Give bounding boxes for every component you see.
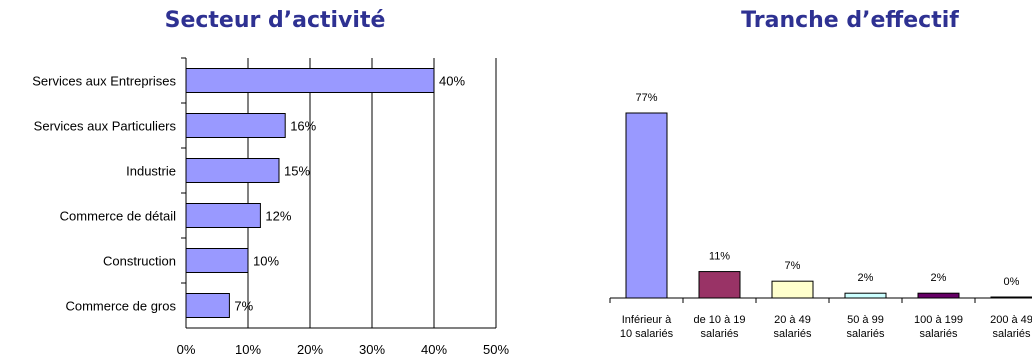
category-label: Industrie: [126, 164, 176, 179]
category-label: Commerce de détail: [60, 209, 176, 224]
x-tick-label: 0%: [177, 342, 196, 357]
bar: [185, 293, 230, 318]
effectif-bar-chart: 77% Inférieur à 10 salariés 11% de 10 à 19 sa…: [609, 92, 1032, 340]
category-label: Services aux Particuliers: [34, 119, 177, 134]
data-label: 0%: [1004, 276, 1020, 288]
chart-title-secteur: Secteur d’activité: [164, 8, 386, 33]
x-tick-label: 30%: [359, 342, 385, 357]
category-label: salariés: [701, 328, 739, 340]
category-label: salariés: [993, 328, 1031, 340]
x-tick-label: 20%: [297, 342, 323, 357]
category-label: Inférieur à: [622, 314, 672, 326]
data-label: 10%: [253, 254, 279, 269]
bar: [185, 158, 280, 183]
data-label: 77%: [635, 92, 657, 104]
data-label: 15%: [284, 164, 310, 179]
category-label: 50 à 99: [847, 314, 884, 326]
bar: [844, 292, 887, 299]
bar: [917, 292, 960, 299]
category-label: Services aux Entreprises: [32, 74, 176, 89]
data-label: 12%: [265, 209, 291, 224]
category-label: de 10 à 19: [694, 314, 746, 326]
category-label: Commerce de gros: [65, 299, 176, 314]
category-label: 200 à 49: [990, 314, 1032, 326]
data-label: 40%: [439, 74, 465, 89]
chart-title-effectif: Tranche d’effectif: [741, 8, 959, 33]
data-label: 7%: [785, 260, 801, 272]
bar: [185, 203, 261, 228]
category-label: salariés: [920, 328, 958, 340]
data-label: 2%: [858, 272, 874, 284]
category-label: 100 à 199: [914, 314, 963, 326]
bar: [771, 280, 814, 299]
category-label: salariés: [847, 328, 885, 340]
data-label: 11%: [709, 251, 730, 263]
bar: [185, 68, 435, 93]
secteur-bar-chart: 0% 10% 20% 30% 40% 50% Services aux Entreprise…: [32, 57, 509, 357]
bar: [625, 112, 668, 299]
category-label: 10 salariés: [620, 328, 674, 340]
x-tick-label: 50%: [483, 342, 509, 357]
bar: [698, 271, 741, 299]
data-label: 2%: [931, 272, 947, 284]
data-label: 7%: [234, 299, 253, 314]
category-label: Construction: [103, 254, 176, 269]
x-tick-label: 40%: [421, 342, 447, 357]
category-label: salariés: [774, 328, 812, 340]
bar: [185, 113, 286, 138]
category-label: 20 à 49: [774, 314, 811, 326]
x-tick-label: 10%: [235, 342, 261, 357]
bar: [990, 296, 1032, 299]
bar: [185, 248, 249, 273]
data-label: 16%: [290, 119, 316, 134]
